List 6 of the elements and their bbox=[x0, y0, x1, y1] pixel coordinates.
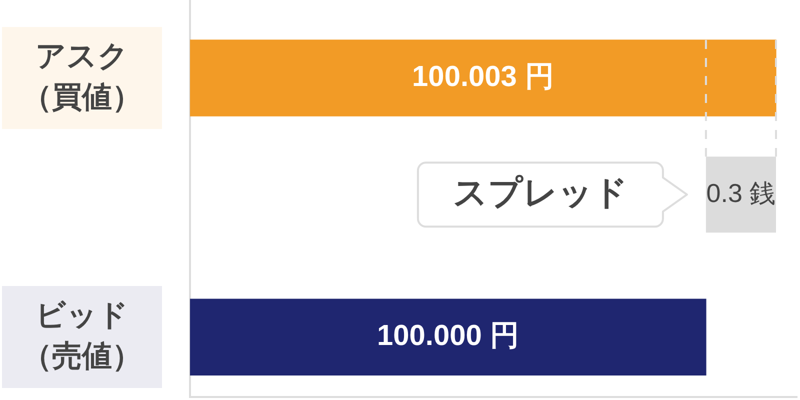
y-tick-label: アスク（買値） bbox=[22, 40, 142, 114]
band-label: 0.3 銭 bbox=[706, 178, 776, 208]
data-label: 100.003 円 bbox=[412, 61, 554, 93]
y-tick-label: ビッド（売値） bbox=[22, 298, 142, 373]
data-label: 100.000 円 bbox=[377, 320, 519, 352]
annotation: スプレッド bbox=[452, 174, 628, 212]
